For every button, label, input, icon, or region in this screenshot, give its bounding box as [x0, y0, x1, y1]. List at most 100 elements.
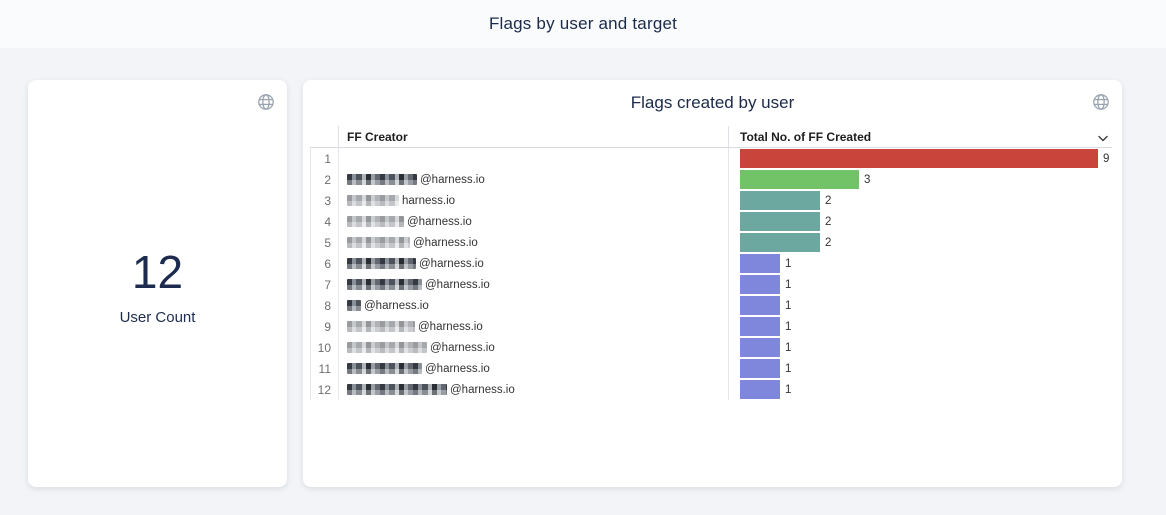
value-bar[interactable]	[740, 380, 780, 399]
value-bar[interactable]	[740, 359, 780, 378]
value-bar[interactable]	[740, 338, 780, 357]
row-number: 12	[317, 382, 331, 397]
ff-creator-cell	[338, 148, 728, 169]
bar-value-label: 2	[825, 236, 832, 249]
table-row[interactable]: 1 9	[311, 148, 1112, 169]
row-number-column-header	[310, 126, 338, 147]
value-bar[interactable]	[740, 191, 820, 210]
table-row[interactable]: 6 @harness.io 1	[311, 253, 1112, 274]
table-row[interactable]: 7 @harness.io 1	[311, 274, 1112, 295]
value-bar[interactable]	[740, 275, 780, 294]
table-row[interactable]: 4 @harness.io 2	[311, 211, 1112, 232]
globe-icon	[1092, 93, 1110, 111]
column-header-total-label: Total No. of FF Created	[740, 129, 872, 144]
email-suffix: @harness.io	[418, 320, 483, 333]
bar-cell: 1	[728, 295, 1112, 316]
ff-creator-cell: @harness.io	[338, 379, 728, 400]
table-row[interactable]: 3 harness.io 2	[311, 190, 1112, 211]
redacted-email	[347, 237, 410, 248]
redacted-email	[347, 216, 404, 227]
ff-creator-cell: @harness.io	[338, 274, 728, 295]
column-header-total-ff-created[interactable]: Total No. of FF Created	[728, 126, 1112, 147]
ff-creator-cell: harness.io	[338, 190, 728, 211]
email-suffix: @harness.io	[425, 278, 490, 291]
bar-cell: 2	[728, 232, 1112, 253]
redacted-email	[347, 321, 415, 332]
user-count-value: 12	[131, 246, 184, 298]
bar-cell: 1	[728, 253, 1112, 274]
value-bar[interactable]	[740, 212, 820, 231]
bar-value-label: 3	[864, 173, 871, 186]
email-suffix: @harness.io	[450, 383, 515, 396]
ff-creator-cell: @harness.io	[338, 358, 728, 379]
row-number: 9	[324, 319, 331, 334]
page-title: Flags by user and target	[488, 14, 678, 33]
row-number: 1	[324, 151, 331, 166]
value-bar[interactable]	[740, 296, 780, 315]
bar-cell: 1	[728, 337, 1112, 358]
email-suffix: @harness.io	[420, 173, 485, 186]
user-count-label: User Count	[119, 309, 196, 326]
value-bar[interactable]	[740, 233, 820, 252]
bar-cell: 3	[728, 169, 1112, 190]
bar-cell: 1	[728, 316, 1112, 337]
bar-value-label: 2	[825, 194, 832, 207]
email-suffix: @harness.io	[425, 362, 490, 375]
row-number: 3	[324, 193, 331, 208]
page-header: Flags by user and target	[0, 0, 1166, 48]
tile-title: Flags created by user	[630, 93, 795, 112]
bar-cell: 1	[728, 274, 1112, 295]
chevron-down-icon[interactable]	[1097, 132, 1109, 142]
email-suffix: @harness.io	[364, 299, 429, 312]
value-bar[interactable]	[740, 254, 780, 273]
row-number: 2	[324, 172, 331, 187]
bar-value-label: 1	[785, 257, 792, 270]
bar-value-label: 1	[785, 320, 792, 333]
email-suffix: @harness.io	[407, 215, 472, 228]
row-number: 6	[324, 256, 331, 271]
table-row[interactable]: 10 @harness.io 1	[311, 337, 1112, 358]
redacted-email	[347, 300, 361, 311]
value-bar[interactable]	[740, 170, 859, 189]
bar-cell: 9	[728, 148, 1112, 169]
table-row[interactable]: 5 @harness.io 2	[311, 232, 1112, 253]
email-suffix: @harness.io	[413, 236, 478, 249]
table-header-row: FF Creator Total No. of FF Created	[310, 126, 1112, 148]
value-bar[interactable]	[740, 317, 780, 336]
row-number: 5	[324, 235, 331, 250]
column-header-ff-creator[interactable]: FF Creator	[338, 126, 728, 147]
bar-value-label: 2	[825, 215, 832, 228]
table-row[interactable]: 2 @harness.io 3	[311, 169, 1112, 190]
redacted-email	[347, 174, 417, 185]
user-count-block: 12 User Count	[28, 249, 287, 326]
table-body: 1 9 2 @harness.io 3 3 harness.io 2 4 @ha…	[310, 148, 1112, 400]
redacted-email	[347, 258, 416, 269]
email-suffix: harness.io	[402, 194, 456, 207]
ff-creator-cell: @harness.io	[338, 337, 728, 358]
bar-value-label: 1	[785, 341, 792, 354]
ff-creator-cell: @harness.io	[338, 211, 728, 232]
ff-creator-cell: @harness.io	[338, 316, 728, 337]
row-number: 4	[324, 214, 331, 229]
value-bar[interactable]	[740, 149, 1098, 168]
redacted-email	[347, 384, 447, 395]
bar-value-label: 1	[785, 299, 792, 312]
email-suffix: @harness.io	[430, 341, 495, 354]
bar-value-label: 1	[785, 383, 792, 396]
flags-table: FF Creator Total No. of FF Created 1 9 2…	[310, 126, 1112, 400]
table-row[interactable]: 8 @harness.io 1	[311, 295, 1112, 316]
row-number: 10	[317, 340, 331, 355]
row-number: 8	[324, 298, 331, 313]
table-row[interactable]: 12 @harness.io 1	[311, 379, 1112, 400]
redacted-email	[347, 342, 427, 353]
user-count-tile: 12 User Count	[28, 80, 287, 487]
redacted-email	[347, 279, 422, 290]
bar-value-label: 1	[785, 278, 792, 291]
row-number: 11	[318, 361, 331, 376]
table-row[interactable]: 9 @harness.io 1	[311, 316, 1112, 337]
ff-creator-cell: @harness.io	[338, 253, 728, 274]
table-row[interactable]: 11 @harness.io 1	[311, 358, 1112, 379]
flags-created-tile: Flags created by user FF Creator Total N…	[303, 80, 1122, 487]
bar-cell: 2	[728, 211, 1112, 232]
ff-creator-cell: @harness.io	[338, 295, 728, 316]
